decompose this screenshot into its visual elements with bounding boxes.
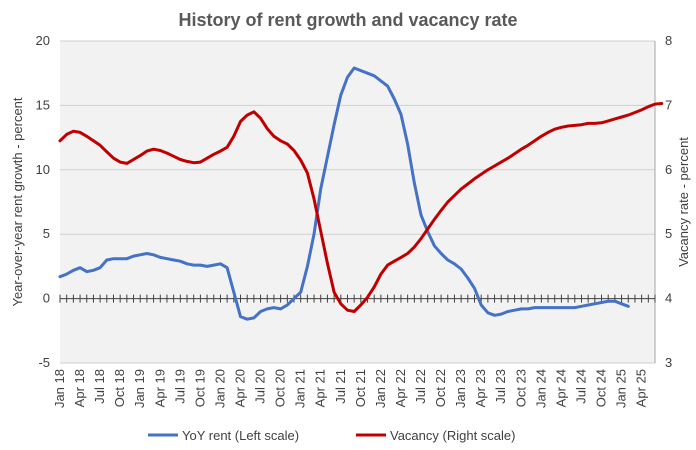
y-right-tick-label: 3 bbox=[665, 355, 672, 370]
x-tick-label: Apr 24 bbox=[553, 369, 568, 407]
legend-label-rent: YoY rent (Left scale) bbox=[182, 428, 299, 443]
x-tick-label: Apr 22 bbox=[393, 369, 408, 407]
y-left-tick-label: 20 bbox=[36, 33, 50, 48]
x-tick-label: Jul 19 bbox=[172, 369, 187, 404]
x-tick-label: Jan 19 bbox=[132, 369, 147, 408]
x-tick-label: Oct 21 bbox=[353, 369, 368, 407]
x-tick-label: Oct 24 bbox=[594, 369, 609, 407]
x-tick-label: Jul 21 bbox=[333, 369, 348, 404]
y-left-tick-label: 5 bbox=[43, 226, 50, 241]
x-tick-label: Jan 21 bbox=[293, 369, 308, 408]
y-left-tick-label: 10 bbox=[36, 162, 50, 177]
y-left-tick-label: 0 bbox=[43, 291, 50, 306]
x-tick-label: Apr 20 bbox=[233, 369, 248, 407]
y-right-tick-label: 7 bbox=[665, 97, 672, 112]
x-tick-label: Jul 18 bbox=[92, 369, 107, 404]
y-right-tick-label: 5 bbox=[665, 226, 672, 241]
x-tick-label: Oct 19 bbox=[192, 369, 207, 407]
x-tick-label: Apr 18 bbox=[72, 369, 87, 407]
x-tick-label: Jan 24 bbox=[533, 369, 548, 408]
y-right-tick-label: 6 bbox=[665, 162, 672, 177]
legend-label-vacancy: Vacancy (Right scale) bbox=[390, 428, 515, 443]
x-tick-label: Oct 22 bbox=[433, 369, 448, 407]
x-tick-label: Jul 24 bbox=[573, 369, 588, 404]
y-axis-left-title: Year-over-year rent growth - percent bbox=[10, 97, 25, 306]
series-line-rent bbox=[58, 66, 630, 321]
x-tick-label: Jan 25 bbox=[614, 369, 629, 408]
x-tick-label: Jul 22 bbox=[413, 369, 428, 404]
x-tick-label: Apr 25 bbox=[634, 369, 649, 407]
x-tick-label: Apr 23 bbox=[473, 369, 488, 407]
x-tick-label: Apr 21 bbox=[313, 369, 328, 407]
y-right-tick-label: 8 bbox=[665, 33, 672, 48]
y-left-tick-label: 15 bbox=[36, 97, 50, 112]
x-tick-label: Jul 20 bbox=[253, 369, 268, 404]
series-group bbox=[58, 66, 664, 321]
x-tick-label: Apr 19 bbox=[152, 369, 167, 407]
gridlines bbox=[60, 40, 655, 364]
x-tick-label: Jan 23 bbox=[453, 369, 468, 408]
x-tick-label: Oct 18 bbox=[112, 369, 127, 407]
x-tick-label: Oct 20 bbox=[273, 369, 288, 407]
legend: YoY rent (Left scale) Vacancy (Right sca… bbox=[148, 428, 515, 443]
x-tick-label: Oct 23 bbox=[513, 369, 528, 407]
y-axis-right-ticks: 3 4 5 6 7 8 bbox=[654, 33, 672, 370]
y-left-tick-label: -5 bbox=[38, 355, 50, 370]
series-line-vacancy bbox=[58, 102, 664, 313]
plot-area bbox=[60, 41, 655, 363]
x-tick-label: Jan 18 bbox=[52, 369, 67, 408]
x-tick-label: Jan 20 bbox=[212, 369, 227, 408]
y-axis-right-title: Vacancy rate - percent bbox=[676, 137, 691, 267]
chart-title: History of rent growth and vacancy rate bbox=[178, 10, 517, 30]
x-axis: Jan 18 Apr 18 Jul 18 Oct 18 Jan 19 Apr 19 Jul … bbox=[52, 294, 656, 408]
y-axis-left-ticks: -5 0 5 10 15 20 bbox=[36, 33, 50, 370]
y-right-tick-label: 4 bbox=[665, 291, 672, 306]
x-tick-label: Jul 23 bbox=[493, 369, 508, 404]
x-tick-label: Jan 22 bbox=[373, 369, 388, 408]
